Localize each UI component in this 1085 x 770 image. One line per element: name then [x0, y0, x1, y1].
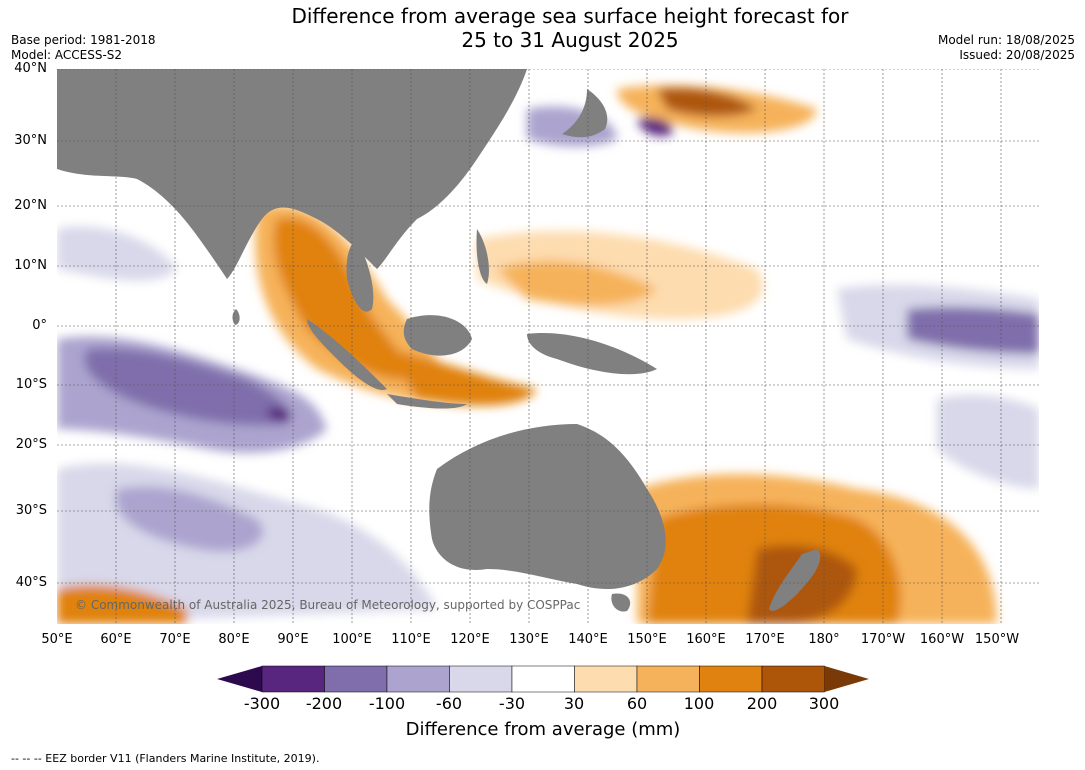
map-title: Difference from average sea surface heig…	[0, 4, 1085, 52]
colorbar-bin-2	[324, 665, 388, 693]
meta-left: Base period: 1981-2018 Model: ACCESS-S2	[11, 33, 156, 63]
lat-label-40n: 40°N	[14, 61, 47, 76]
lon-label-180: 180°	[808, 632, 840, 647]
colorbar-bin-6	[574, 665, 638, 693]
cbar-tick-m100: -100	[368, 694, 406, 713]
lat-label-20n: 20°N	[14, 198, 47, 213]
colorbar-bin-1	[261, 665, 325, 693]
colorbar-bin-8	[699, 665, 763, 693]
copyright-text: © Commonwealth of Australia 2025, Bureau…	[75, 598, 580, 612]
land-new-zealand	[769, 549, 821, 611]
eez-footer: -- -- -- EEZ border V11 (Flanders Marine…	[11, 752, 320, 765]
lat-label-20s: 20°S	[15, 437, 47, 452]
lon-label-80e: 80°E	[218, 632, 250, 647]
lat-label-30s: 30°S	[15, 503, 47, 518]
cbar-tick-30: 30	[563, 694, 585, 713]
lon-label-70e: 70°E	[159, 632, 191, 647]
lon-label-170w: 170°W	[860, 632, 906, 647]
colorbar-bin-9	[761, 665, 825, 693]
lon-label-110e: 110°E	[391, 632, 431, 647]
lon-label-140e: 140°E	[568, 632, 608, 647]
colorbar-bin-4	[449, 665, 513, 693]
land-japan	[562, 89, 608, 138]
cbar-tick-m200: -200	[305, 694, 343, 713]
colorbar	[217, 665, 869, 693]
base-period: Base period: 1981-2018	[11, 33, 156, 47]
colorbar-max-extend	[824, 666, 869, 692]
land-java	[387, 394, 467, 409]
lon-label-150e: 150°E	[627, 632, 667, 647]
land-philippines	[476, 229, 489, 284]
lat-label-30n: 30°N	[14, 133, 47, 148]
map-title-line2: 25 to 31 August 2025	[461, 28, 679, 52]
lon-label-170e: 170°E	[745, 632, 785, 647]
lat-label-40s: 40°S	[15, 575, 47, 590]
lon-label-160e: 160°E	[686, 632, 726, 647]
lon-label-150w: 150°W	[974, 632, 1020, 647]
cbar-tick-100: 100	[683, 694, 715, 713]
cbar-tick-m30: -30	[498, 694, 526, 713]
colorbar-bin-3	[386, 665, 450, 693]
cbar-tick-300: 300	[808, 694, 840, 713]
lat-label-10n: 10°N	[14, 258, 47, 273]
land-australia	[429, 424, 666, 589]
lon-label-160w: 160°W	[919, 632, 965, 647]
land-indochina	[346, 239, 374, 312]
land-tasmania	[611, 593, 631, 612]
colorbar-bin-5	[511, 665, 575, 693]
land-borneo	[403, 315, 472, 356]
colorbar-min-extend	[217, 666, 262, 692]
anomaly-field	[57, 85, 1039, 624]
lon-label-90e: 90°E	[277, 632, 309, 647]
land-sumatra	[307, 319, 387, 390]
land-new-guinea	[527, 333, 657, 375]
lon-label-120e: 120°E	[450, 632, 490, 647]
issued-date: Issued: 20/08/2025	[959, 48, 1075, 62]
model-name: Model: ACCESS-S2	[11, 48, 123, 62]
land-asia	[57, 69, 527, 279]
land-masses	[57, 69, 821, 612]
graticule	[57, 69, 1039, 624]
cbar-tick-200: 200	[746, 694, 778, 713]
lon-label-100e: 100°E	[332, 632, 372, 647]
lon-label-50e: 50°E	[41, 632, 73, 647]
lon-label-130e: 130°E	[509, 632, 549, 647]
map-title-line1: Difference from average sea surface heig…	[291, 4, 849, 28]
model-run: Model run: 18/08/2025	[937, 33, 1075, 47]
meta-right: Model run: 18/08/2025 Issued: 20/08/2025	[938, 33, 1075, 63]
cbar-tick-60: 60	[626, 694, 648, 713]
lat-label-10s: 10°S	[15, 377, 47, 392]
cbar-tick-m60: -60	[435, 694, 463, 713]
lat-label-0: 0°	[32, 318, 47, 333]
sea-height-map: © Commonwealth of Australia 2025, Bureau…	[57, 69, 1039, 624]
colorbar-title: Difference from average (mm)	[405, 719, 681, 740]
colorbar-bin-7	[636, 665, 700, 693]
cbar-tick-m300: -300	[243, 694, 281, 713]
lon-label-60e: 60°E	[100, 632, 132, 647]
